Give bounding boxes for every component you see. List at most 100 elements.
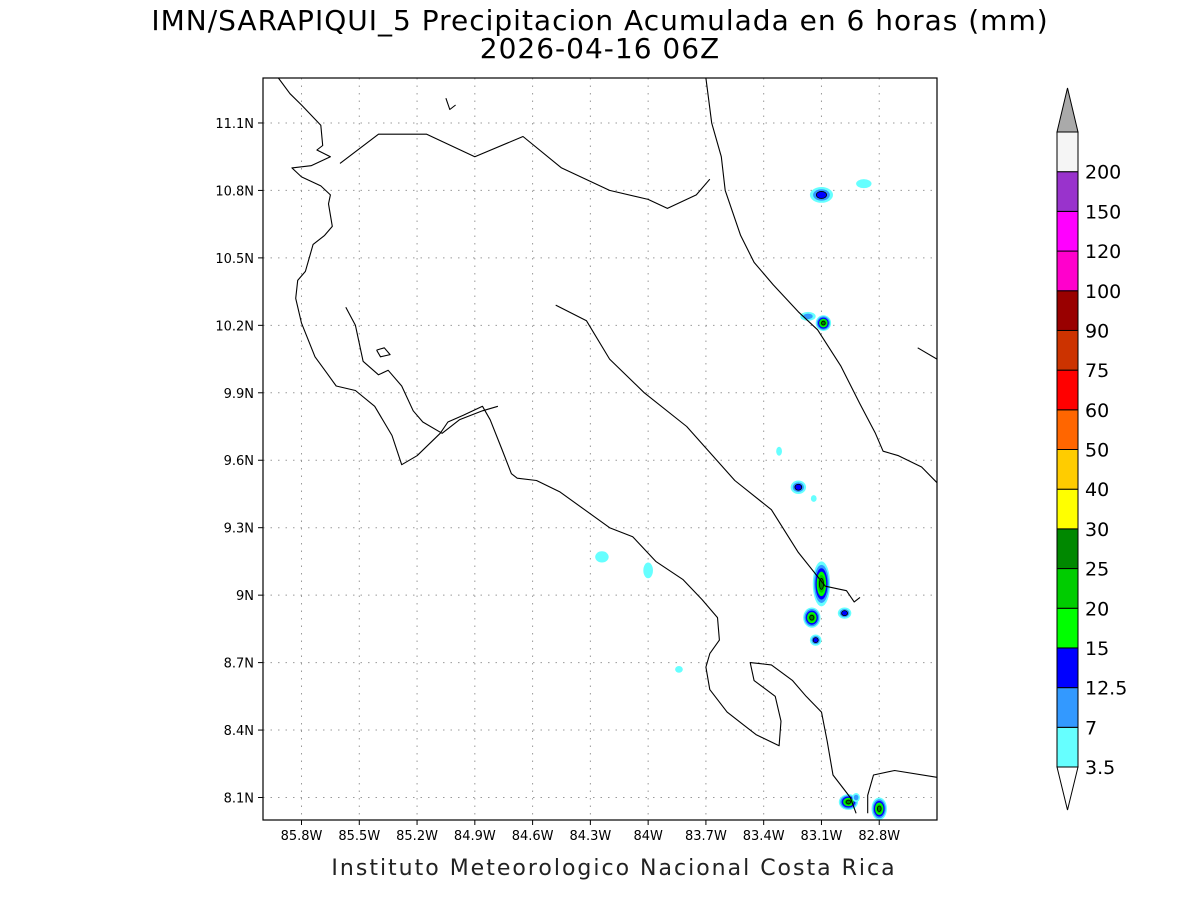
rain-cell	[809, 634, 822, 646]
rain-contour	[815, 191, 827, 199]
colorbar-under-arrow	[1056, 766, 1079, 811]
colorbar-swatch	[1056, 369, 1079, 411]
x-tick-label: 85.2W	[396, 829, 438, 844]
y-axis-ticks: 11.1N 10.8N 10.5N 10.2N 9.9N 9.6N 9.3N 9N 8.7N 8.…	[215, 117, 263, 807]
colorbar-label: 25	[1085, 559, 1109, 581]
y-tick-label: 10.2N	[215, 319, 254, 334]
y-tick-label: 11.1N	[215, 117, 254, 132]
y-tick-label: 9N	[236, 589, 254, 604]
coastline	[445, 98, 456, 111]
y-tick-label: 8.7N	[224, 657, 254, 672]
coastline-layer	[277, 78, 937, 814]
y-tick-label: 8.4N	[224, 724, 254, 739]
y-tick-label: 10.5N	[215, 252, 254, 267]
rain-cell	[812, 561, 831, 607]
colorbar-label: 200	[1085, 162, 1121, 184]
rain-cell	[837, 607, 852, 619]
y-tick-label: 9.6N	[224, 454, 254, 469]
colorbar-swatch	[1056, 449, 1079, 490]
x-tick-label: 85.5W	[338, 829, 380, 844]
rain-cell	[776, 446, 782, 456]
colorbar-label: 90	[1085, 320, 1109, 342]
x-tick-label: 84.3W	[569, 829, 611, 844]
rain-contour	[595, 551, 609, 563]
rain-cell	[856, 179, 872, 189]
colorbar-label: 75	[1085, 360, 1109, 382]
colorbar-label: 12.5	[1085, 678, 1127, 700]
map-frame	[262, 77, 938, 821]
rain-cell	[675, 665, 683, 673]
colorbar-label: 7	[1085, 717, 1097, 739]
rain-cell	[809, 187, 834, 203]
colorbar-label: 15	[1085, 638, 1109, 660]
colorbar-label: 20	[1085, 598, 1109, 620]
rain-cell	[643, 562, 653, 579]
colorbar-label: 3.5	[1085, 757, 1115, 779]
colorbar-over-arrow	[1056, 87, 1079, 133]
coastline	[339, 133, 711, 209]
rainfall-layer	[595, 179, 887, 820]
rain-cell	[790, 480, 807, 494]
rain-contour	[776, 446, 782, 456]
x-tick-label: 84W	[633, 829, 663, 844]
colorbar-swatch	[1056, 726, 1079, 768]
rain-cell	[871, 797, 887, 820]
x-tick-label: 83.1W	[801, 829, 843, 844]
colorbar-swatch	[1056, 409, 1079, 450]
x-tick-label: 85.8W	[281, 829, 323, 844]
coastline	[376, 347, 391, 358]
rain-contour	[812, 637, 819, 644]
y-tick-label: 9.9N	[224, 387, 254, 402]
colorbar-label: 100	[1085, 281, 1121, 303]
rain-contour	[821, 320, 826, 326]
x-tick-label: 82.8W	[858, 829, 900, 844]
colorbar-swatch	[1056, 290, 1079, 331]
colorbar-swatch	[1056, 528, 1079, 570]
x-axis-ticks: 85.8W 85.5W 85.2W 84.9W 84.6W 84.3W 84W 83.7W 83…	[281, 820, 900, 844]
rain-contour	[810, 495, 817, 502]
rain-contour	[841, 610, 848, 617]
coastline	[277, 78, 857, 814]
rain-cell	[852, 793, 860, 803]
y-tick-label: 8.1N	[224, 792, 254, 807]
rain-contour	[794, 483, 803, 491]
chart-title: IMN/SARAPIQUI_5 Precipitacion Acumulada …	[151, 4, 1049, 37]
chart-subtitle: 2026-04-16 06Z	[479, 32, 721, 65]
colorbar-swatch	[1056, 568, 1079, 609]
rain-contour	[809, 614, 815, 621]
colorbar-label: 50	[1085, 440, 1109, 462]
footer-credit: Instituto Meteorologico Nacional Costa R…	[331, 856, 897, 881]
rain-contour	[876, 805, 882, 812]
x-tick-label: 83.4W	[743, 829, 785, 844]
rain-cell	[815, 315, 832, 331]
map-plot-area	[263, 78, 937, 820]
rain-contour	[643, 562, 653, 579]
colorbar-label: 30	[1085, 519, 1109, 541]
rain-cell	[800, 311, 816, 321]
colorbar-swatch	[1056, 250, 1079, 292]
colorbar-swatch	[1056, 607, 1079, 649]
colorbar-swatch	[1056, 171, 1079, 212]
rain-contour	[803, 313, 813, 320]
rain-contour	[853, 794, 859, 801]
colorbar-swatch	[1056, 329, 1079, 371]
rain-cell	[803, 607, 821, 628]
rain-contour	[856, 179, 872, 189]
colorbar-legend: 3.5 7 12.5 15 20 25 30 40 50 60 75 90 100 120 150 200	[1056, 87, 1127, 811]
y-tick-label: 10.8N	[215, 184, 254, 199]
x-tick-label: 84.6W	[512, 829, 554, 844]
x-tick-label: 84.9W	[454, 829, 496, 844]
colorbar-swatch	[1056, 210, 1079, 252]
coastline	[867, 769, 937, 814]
y-tick-label: 9.3N	[224, 522, 254, 537]
rain-contour	[675, 665, 683, 673]
coastline	[345, 307, 499, 434]
rain-cell	[810, 495, 817, 502]
colorbar-swatch	[1056, 647, 1079, 689]
colorbar-swatch	[1056, 687, 1079, 728]
coastline	[705, 78, 937, 484]
coastline	[555, 304, 861, 603]
colorbar-label: 150	[1085, 201, 1121, 223]
colorbar-label: 60	[1085, 400, 1109, 422]
